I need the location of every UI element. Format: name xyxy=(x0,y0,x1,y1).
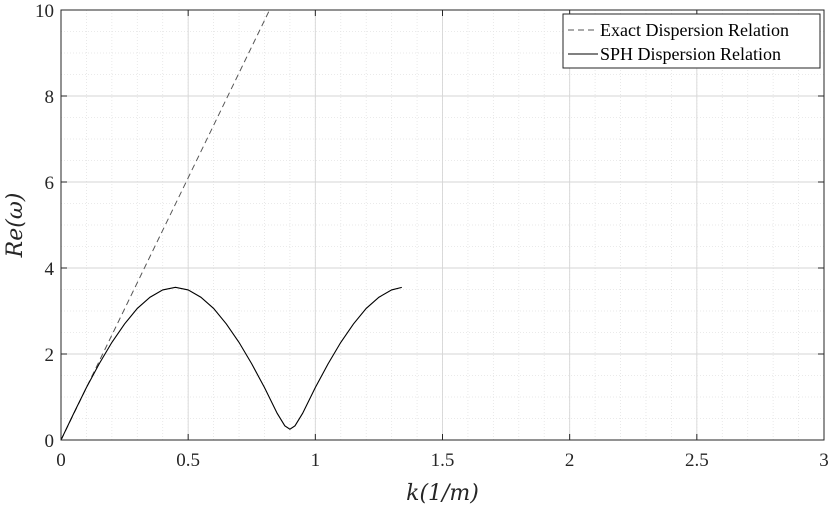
x-tick-label: 0.5 xyxy=(176,450,200,471)
series-layer xyxy=(61,10,402,440)
x-tick-label: 2 xyxy=(565,450,575,471)
y-tick-label: 10 xyxy=(35,1,54,22)
x-tick-label: 0 xyxy=(56,450,66,471)
y-axis-label: Re(ω) xyxy=(3,193,28,259)
x-axis-label: k(1/m) xyxy=(406,481,479,505)
legend-label-sph: SPH Dispersion Relation xyxy=(600,44,781,64)
y-tick-label: 4 xyxy=(45,259,55,280)
axis-ticks xyxy=(60,9,825,441)
x-tick-label: 3 xyxy=(819,450,829,471)
x-tick-label: 2.5 xyxy=(685,450,709,471)
y-tick-label: 0 xyxy=(45,431,55,452)
y-tick-label: 8 xyxy=(45,87,55,108)
tick-labels: 0 0.5 1 1.5 2 2.5 3 0 2 4 6 8 10 xyxy=(35,1,829,471)
legend-box xyxy=(562,13,821,69)
y-tick-label: 2 xyxy=(45,345,55,366)
x-tick-label: 1 xyxy=(311,450,321,471)
x-tick-label: 1.5 xyxy=(431,450,455,471)
legend-label-exact: Exact Dispersion Relation xyxy=(600,20,789,40)
y-tick-label: 6 xyxy=(45,173,55,194)
legend: Exact Dispersion Relation SPH Dispersion… xyxy=(562,13,821,69)
series-line-1 xyxy=(61,286,402,440)
